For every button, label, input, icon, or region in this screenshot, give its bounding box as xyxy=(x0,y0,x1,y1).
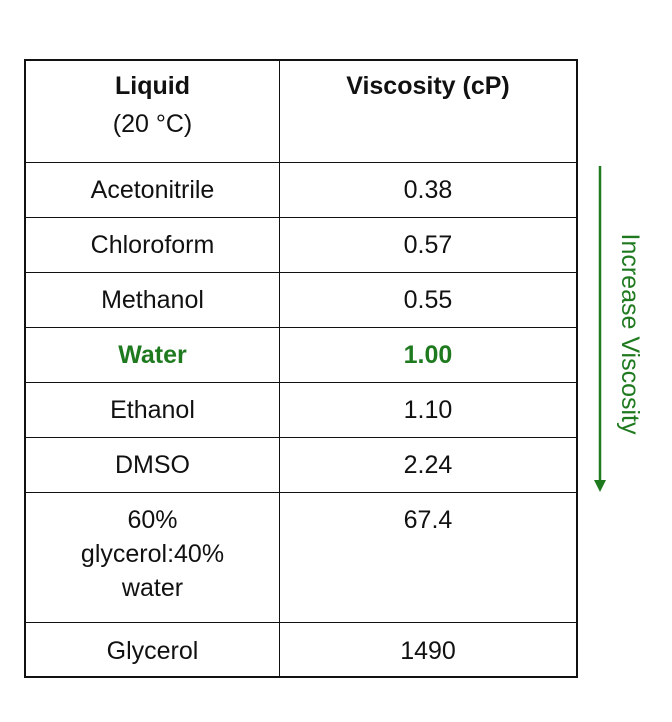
viscosity-cell: 0.38 xyxy=(403,176,453,204)
table-header-row: Liquid (20 °C) Viscosity (cP) xyxy=(26,61,576,163)
liquid-cell: Acetonitrile xyxy=(90,176,215,204)
viscosity-cell: 67.4 xyxy=(403,506,453,534)
liquid-cell: Water xyxy=(118,341,187,369)
header-liquid-cell: Liquid (20 °C) xyxy=(26,61,279,162)
liquid-cell: Chloroform xyxy=(90,231,215,259)
header-liquid-title: Liquid xyxy=(115,72,190,100)
table-row: Ethanol 1.10 xyxy=(26,383,576,438)
viscosity-cell: 0.55 xyxy=(403,286,453,314)
liquid-cell: 60% glycerol:40% water xyxy=(26,493,279,622)
increase-viscosity-label: Increase Viscosity xyxy=(616,233,644,435)
column-divider xyxy=(279,61,280,676)
increase-viscosity-indicator: Increase Viscosity xyxy=(590,164,660,494)
table-row: DMSO 2.24 xyxy=(26,438,576,493)
liquid-line: 60% xyxy=(127,506,178,534)
header-liquid-subtitle: (20 °C) xyxy=(112,110,193,138)
viscosity-cell: 1490 xyxy=(400,636,456,665)
table-row-highlighted: Water 1.00 xyxy=(26,328,576,383)
viscosity-cell: 1.00 xyxy=(403,341,453,369)
table-row: Acetonitrile 0.38 xyxy=(26,163,576,218)
header-viscosity-cell: Viscosity (cP) xyxy=(280,61,576,162)
header-viscosity-title: Viscosity (cP) xyxy=(346,72,510,100)
table-row: 60% glycerol:40% water 67.4 xyxy=(26,493,576,623)
table-row: Chloroform 0.57 xyxy=(26,218,576,273)
viscosity-cell: 2.24 xyxy=(403,451,453,479)
table-row: Glycerol 1490 xyxy=(26,623,576,678)
liquid-cell: Glycerol xyxy=(106,636,199,665)
liquid-line: glycerol:40% xyxy=(80,540,225,568)
liquid-cell: Ethanol xyxy=(110,396,195,424)
liquid-cell: Methanol xyxy=(101,286,204,314)
down-arrow-icon xyxy=(594,166,606,492)
viscosity-cell: 0.57 xyxy=(403,231,453,259)
viscosity-cell: 1.10 xyxy=(403,396,453,424)
viscosity-table: Liquid (20 °C) Viscosity (cP) Acetonitri… xyxy=(24,59,578,678)
table-row: Methanol 0.55 xyxy=(26,273,576,328)
liquid-line: water xyxy=(121,574,184,602)
liquid-cell: DMSO xyxy=(115,451,190,479)
